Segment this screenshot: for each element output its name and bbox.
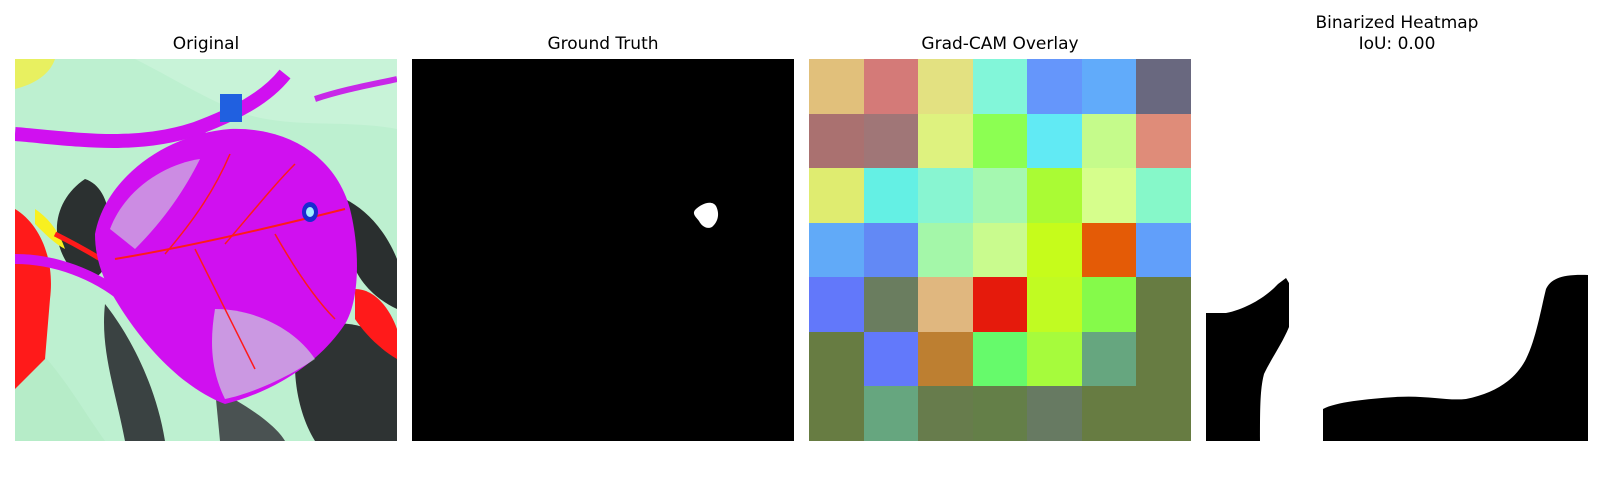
gradcam-cell	[972, 331, 1028, 387]
gradcam-cell	[918, 59, 973, 114]
gradcam-overlay	[809, 59, 1191, 441]
gradcam-cell	[918, 113, 973, 169]
gradcam-cell	[1027, 222, 1082, 278]
gradcam-cell	[918, 386, 973, 441]
gradcam-cell	[863, 331, 919, 387]
gradcam-cell	[918, 168, 973, 223]
gradcam-cell	[1081, 222, 1137, 278]
gradcam-cell	[972, 222, 1028, 278]
ground-truth-mask-picture	[412, 59, 794, 441]
gradcam-cell	[1027, 168, 1082, 223]
gradcam-cell	[1136, 222, 1191, 278]
gradcam-cell	[1136, 386, 1191, 441]
gradcam-cell	[809, 331, 864, 387]
gradcam-cell	[1136, 59, 1191, 114]
gradcam-cell	[1027, 113, 1082, 169]
gradcam-cell	[1081, 386, 1137, 441]
gradcam-cell	[918, 331, 973, 387]
original-image	[15, 59, 397, 441]
gradcam-cell	[863, 168, 919, 223]
gradcam-cell	[1136, 331, 1191, 387]
gradcam-cell	[1081, 277, 1137, 332]
gradcam-cell	[972, 168, 1028, 223]
gradcam-cell	[809, 168, 864, 223]
gradcam-cell	[1027, 59, 1082, 114]
gradcam-cell	[1136, 113, 1191, 169]
ground-truth-title: Ground Truth	[547, 34, 659, 54]
gradcam-cell	[863, 113, 919, 169]
gradcam-cell	[1136, 168, 1191, 223]
gradcam-cell	[1081, 113, 1137, 169]
gradcam-cell	[972, 113, 1028, 169]
gradcam-cell	[1027, 277, 1082, 332]
gradcam-overlay-title: Grad-CAM Overlay	[921, 34, 1079, 54]
gradcam-cell	[972, 59, 1028, 114]
gradcam-cell	[1081, 331, 1137, 387]
original-leaf-picture	[15, 59, 397, 441]
binarized-heatmap-title: Binarized Heatmap IoU: 0.00	[1315, 13, 1479, 54]
gradcam-cell	[1136, 277, 1191, 332]
original-title: Original	[172, 34, 240, 54]
gradcam-cell	[809, 59, 864, 114]
gradcam-cell	[1027, 331, 1082, 387]
gradcam-cell	[809, 386, 864, 441]
gradcam-cell	[809, 222, 864, 278]
gradcam-cell	[809, 113, 864, 169]
binarized-heatmap-picture	[1206, 59, 1588, 441]
ground-truth-mask	[412, 59, 794, 441]
gradcam-cell	[863, 222, 919, 278]
binarized-heatmap	[1206, 59, 1588, 441]
gradcam-cell	[863, 59, 919, 114]
gradcam-cell	[1081, 168, 1137, 223]
gradcam-cell	[863, 386, 919, 441]
gradcam-cell	[1027, 386, 1082, 441]
gradcam-cell	[972, 277, 1028, 332]
gradcam-cell	[1081, 59, 1137, 114]
gradcam-cell	[809, 277, 864, 332]
gradcam-grid	[809, 59, 1191, 441]
gradcam-cell	[918, 222, 973, 278]
gradcam-cell	[918, 277, 973, 332]
gradcam-cell	[863, 277, 919, 332]
gradcam-cell	[972, 386, 1028, 441]
